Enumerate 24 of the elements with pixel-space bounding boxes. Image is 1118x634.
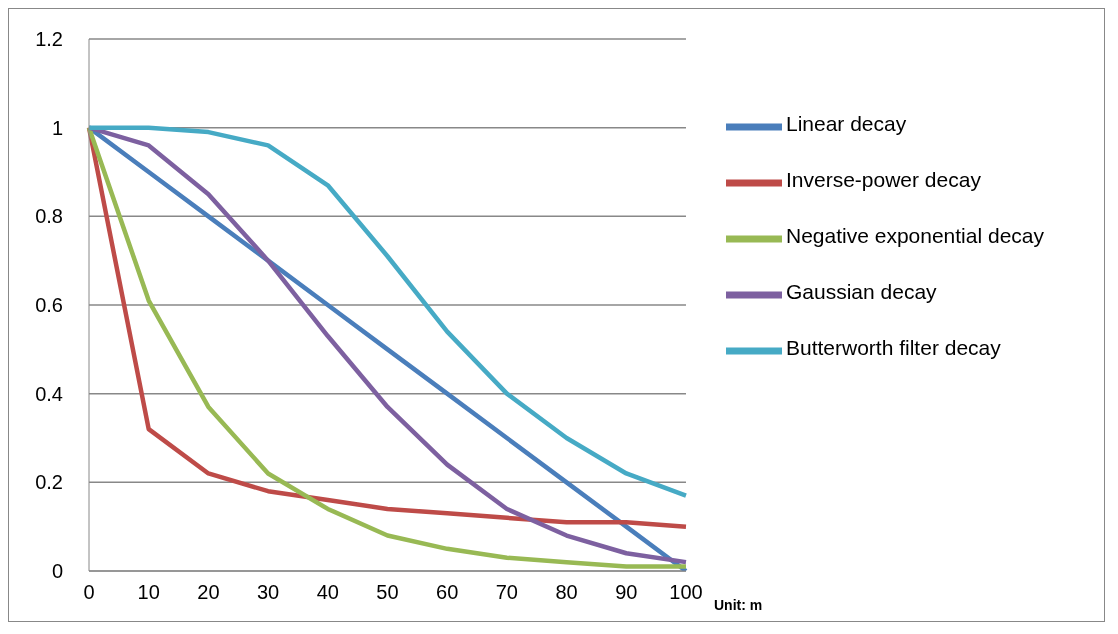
x-tick-label: 20 xyxy=(197,581,220,604)
x-tick-label: 70 xyxy=(495,581,519,604)
x-tick-label: 10 xyxy=(137,581,160,604)
y-tick-label: 1.2 xyxy=(35,28,63,51)
x-tick-label: 30 xyxy=(256,581,280,604)
y-tick-label: 0.4 xyxy=(35,382,63,405)
legend-label: Negative exponential decay xyxy=(785,224,1044,248)
y-tick-label: 0.2 xyxy=(35,471,63,494)
x-tick-label: 50 xyxy=(376,581,399,604)
y-tick-label: 1 xyxy=(51,116,63,139)
x-tick-label: 60 xyxy=(436,581,459,604)
legend-label: Inverse-power decay xyxy=(785,168,981,192)
x-tick-label: 0 xyxy=(83,581,95,604)
y-tick-label: 0 xyxy=(51,560,63,583)
x-axis-title: Unit: m xyxy=(713,596,763,613)
legend-label: Gaussian decay xyxy=(785,280,937,304)
y-tick-label: 0.8 xyxy=(35,205,63,228)
x-tick-label: 80 xyxy=(555,581,578,604)
x-tick-label: 40 xyxy=(316,581,339,604)
y-tick-label: 0.6 xyxy=(35,294,63,317)
legend-label: Linear decay xyxy=(785,112,907,136)
x-tick-label: 90 xyxy=(615,581,638,604)
x-tick-label: 100 xyxy=(669,581,703,604)
legend-label: Butterworth filter decay xyxy=(785,336,1001,360)
